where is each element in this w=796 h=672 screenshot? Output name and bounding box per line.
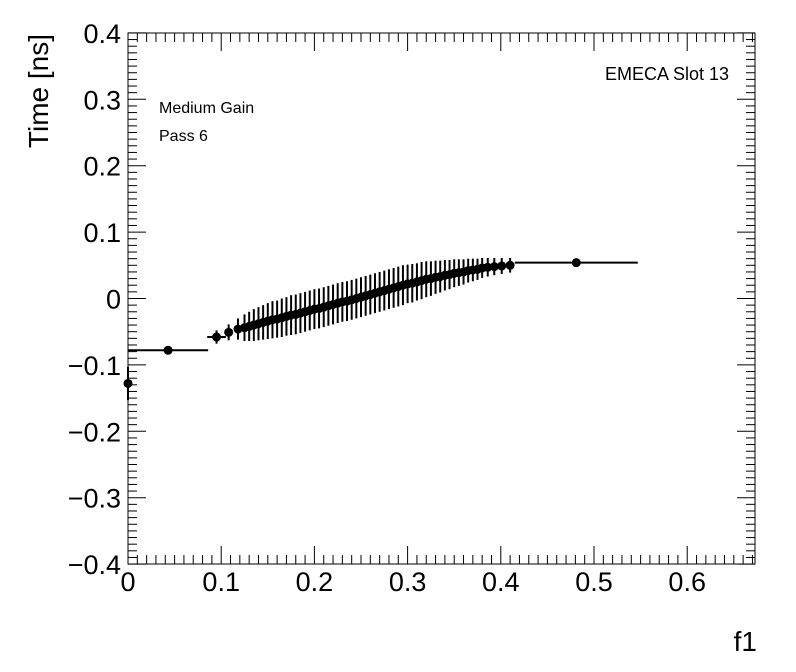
- y-tick-label: 0: [106, 285, 121, 315]
- y-tick-label: −0.3: [68, 484, 121, 514]
- x-tick-label: 0.4: [482, 567, 520, 597]
- data-point: [514, 258, 638, 268]
- point-marker: [483, 262, 493, 272]
- y-tick-label: 0.3: [83, 85, 121, 115]
- point-marker: [505, 260, 515, 270]
- point-marker: [497, 261, 507, 271]
- axis-ticks: [127, 32, 755, 565]
- annotation-slot: EMECA Slot 13: [605, 64, 729, 84]
- data-point: [123, 366, 133, 401]
- x-tick-label: 0: [120, 567, 135, 597]
- data-point: [489, 257, 499, 276]
- data-point: [224, 324, 234, 341]
- data-point: [497, 257, 507, 274]
- x-tick-label: 0.1: [202, 567, 240, 597]
- point-marker: [163, 345, 173, 355]
- x-axis-title: f1: [734, 626, 757, 657]
- x-tick-label: 0.2: [296, 567, 334, 597]
- annotation-gain: Medium Gain: [159, 100, 254, 117]
- data-point: [128, 345, 209, 355]
- point-marker: [224, 327, 234, 337]
- point-marker: [571, 258, 581, 268]
- y-tick-label: 0.2: [83, 152, 121, 182]
- x-tick-labels: 0 0.1 0.2 0.3 0.4 0.5 0.6: [120, 567, 705, 597]
- data-point: [505, 257, 515, 273]
- data-point: [483, 257, 493, 277]
- annotation-pass: Pass 6: [159, 128, 208, 145]
- x-tick-label: 0.6: [668, 567, 706, 597]
- data-point: [207, 330, 226, 344]
- point-marker: [212, 332, 222, 342]
- y-tick-label: −0.1: [68, 351, 121, 381]
- y-axis-title: Time [ns]: [23, 34, 54, 148]
- y-tick-label: −0.4: [68, 550, 121, 580]
- x-tick-label: 0.5: [575, 567, 613, 597]
- data-points: [123, 257, 638, 401]
- point-marker: [123, 378, 133, 388]
- y-tick-label: −0.2: [68, 417, 121, 447]
- y-tick-label: 0.4: [83, 19, 121, 49]
- y-tick-labels: −0.4 −0.3 −0.2 −0.1 0 0.1 0.2 0.3 0.4: [68, 19, 121, 580]
- y-tick-label: 0.1: [83, 218, 121, 248]
- x-tick-label: 0.3: [389, 567, 427, 597]
- point-marker: [489, 262, 499, 272]
